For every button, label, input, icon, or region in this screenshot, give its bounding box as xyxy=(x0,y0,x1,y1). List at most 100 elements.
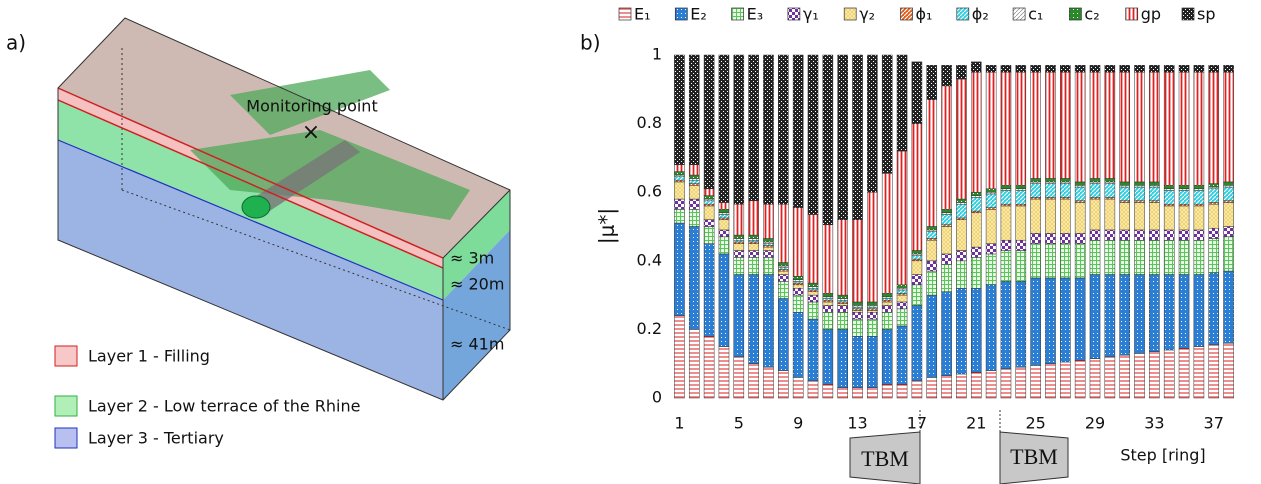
bar-segment xyxy=(763,245,774,248)
bar-segment xyxy=(748,363,759,399)
bar-segment xyxy=(985,207,997,210)
bar-segment xyxy=(688,54,700,166)
bar-segment xyxy=(911,61,923,124)
monitoring-marker: × xyxy=(302,120,320,145)
bar-segment xyxy=(896,284,908,289)
bar-segment xyxy=(1060,65,1071,73)
bar-segment xyxy=(1045,178,1056,183)
bar-segment xyxy=(748,241,759,244)
bar-segment xyxy=(792,207,804,277)
bar-segment xyxy=(688,185,700,200)
bar-segment xyxy=(1015,71,1027,186)
bar-segment xyxy=(1089,183,1101,198)
bar-segment xyxy=(911,284,923,306)
bar-segment xyxy=(1119,202,1130,231)
y-axis-label: |μ*| xyxy=(595,208,619,244)
bar-segment xyxy=(1163,190,1175,205)
bar-segment xyxy=(1193,229,1205,241)
bar-segment xyxy=(926,229,938,232)
bar-segment xyxy=(703,54,715,190)
bar-segment xyxy=(896,289,908,294)
bar-segment xyxy=(852,387,863,399)
bar-segment xyxy=(1045,363,1056,399)
bar-segment xyxy=(1178,239,1190,275)
bar-segment xyxy=(1015,205,1027,241)
bar-segment xyxy=(1060,183,1071,198)
bar-segment xyxy=(1134,239,1145,275)
legend-swatch xyxy=(787,7,801,21)
bar-segment xyxy=(985,209,997,244)
bar-segment xyxy=(674,181,685,200)
panel-label: b) xyxy=(580,31,601,55)
y-tick-label: 0.2 xyxy=(637,319,662,338)
bar-segment xyxy=(688,183,700,186)
bar-segment xyxy=(807,380,819,399)
bar-segment xyxy=(1149,185,1160,188)
legend-label: E₁ xyxy=(634,5,651,24)
bar-segment xyxy=(1134,353,1145,399)
bar-segment xyxy=(1089,181,1101,184)
bar-segment xyxy=(1074,181,1086,186)
bar-segment xyxy=(763,54,774,205)
bar-segment xyxy=(837,303,848,306)
x-tick-label: 25 xyxy=(1025,414,1045,433)
legend-label: sp xyxy=(1197,5,1216,24)
bar-segment xyxy=(703,336,715,399)
bar-segment xyxy=(1208,344,1220,399)
bar-segment xyxy=(733,241,745,244)
bar-segment xyxy=(1208,202,1220,205)
bar-segment xyxy=(1208,203,1220,229)
bar-segment xyxy=(941,253,952,265)
bar-segment xyxy=(718,212,730,215)
bar-segment xyxy=(718,253,730,347)
bar-segment xyxy=(926,65,938,100)
bar-segment xyxy=(956,202,967,205)
bar-segment xyxy=(867,336,878,388)
bar-segment xyxy=(1089,198,1101,231)
bar-segment xyxy=(1074,277,1086,361)
bar-segment xyxy=(778,262,789,267)
bar-segment xyxy=(1149,200,1160,203)
bar-segment xyxy=(822,293,834,298)
y-tick-label: 0 xyxy=(652,388,662,407)
bar-segment xyxy=(1223,181,1234,186)
bar-segment xyxy=(718,214,730,219)
x-tick-label: 37 xyxy=(1204,414,1224,433)
dimension-label: ≈ 41m xyxy=(450,335,504,354)
bar-segment xyxy=(881,296,893,299)
bar-segment xyxy=(1119,185,1130,188)
bar-segment xyxy=(778,370,789,399)
bar-segment xyxy=(807,289,819,292)
bar-segment xyxy=(1015,203,1027,207)
bar-segment xyxy=(1045,197,1056,200)
bar-segment xyxy=(1193,239,1205,275)
bar-segment xyxy=(1223,270,1234,344)
bar-segment xyxy=(1163,185,1175,190)
bar-segment xyxy=(807,287,819,291)
dimension-label: ≈ 3m xyxy=(450,249,494,268)
bar-segment xyxy=(1000,71,1012,186)
bar-segment xyxy=(1030,71,1041,179)
bar-segment xyxy=(778,267,789,270)
bar-segment xyxy=(1134,229,1145,241)
bar-segment xyxy=(1163,188,1175,191)
bar-segment xyxy=(1119,186,1130,202)
bar-segment xyxy=(926,260,938,272)
x-axis-label: Step [ring] xyxy=(1120,446,1205,465)
bar-segment xyxy=(1149,351,1160,399)
dimension-label: ≈ 20m xyxy=(450,275,504,294)
bar-segment xyxy=(941,214,952,226)
bar-segment xyxy=(1104,183,1116,198)
bar-segment xyxy=(688,198,700,210)
bar-segment xyxy=(778,281,789,299)
bar-segment xyxy=(837,387,848,399)
bar-segment xyxy=(985,193,997,208)
bar-segment xyxy=(1030,178,1041,183)
bar-segment xyxy=(881,301,893,306)
bar-segment xyxy=(1178,65,1190,73)
bar-segment xyxy=(792,279,804,282)
box-edge xyxy=(442,189,511,259)
bar-segment xyxy=(748,274,759,364)
bar-segment xyxy=(1119,239,1130,275)
bar-segment xyxy=(822,312,834,330)
